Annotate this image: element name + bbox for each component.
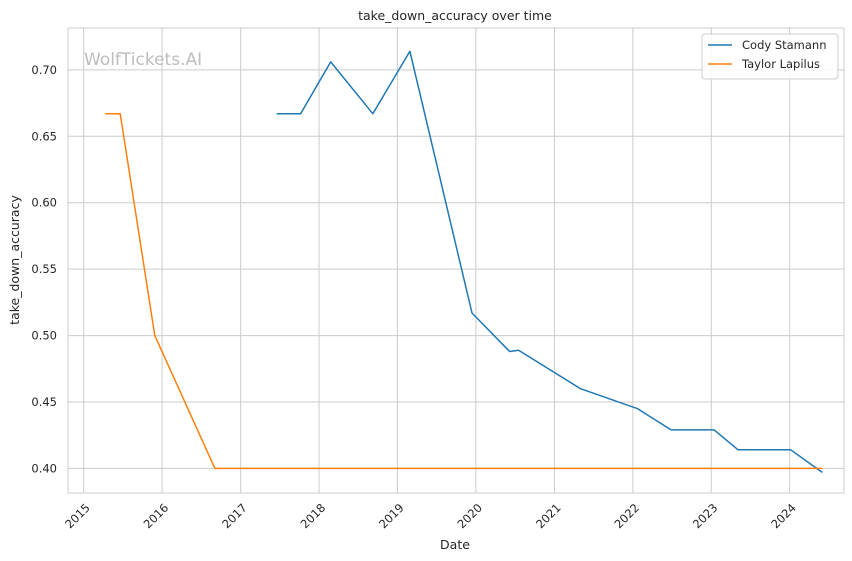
legend-label-taylor-lapilus: Taylor Lapilus [741, 57, 820, 71]
series-line-cody-stamann [276, 50, 823, 474]
y-tick-label: 0.55 [31, 262, 57, 276]
watermark-text: WolfTickets.AI [84, 50, 202, 70]
chart-title: take_down_accuracy over time [358, 8, 552, 23]
legend-label-cody-stamann: Cody Stamann [742, 38, 827, 52]
y-tick-label: 0.60 [31, 196, 57, 210]
y-axis-title: take_down_accuracy [7, 195, 22, 325]
y-tick-label: 0.40 [31, 461, 57, 475]
y-tick-label: 0.45 [31, 395, 57, 409]
y-tick-label: 0.65 [31, 129, 57, 143]
y-tick-label: 0.70 [31, 63, 57, 77]
plot-frame [67, 27, 845, 494]
series-layer [105, 50, 823, 474]
y-tick-labels: 0.40 0.45 0.50 0.55 0.60 0.65 0.70 [31, 63, 57, 476]
legend-box [701, 33, 839, 80]
y-tick-label: 0.50 [31, 329, 57, 343]
x-axis-title: Date [440, 537, 470, 552]
grid [68, 28, 844, 493]
series-line-taylor-lapilus [105, 112, 823, 470]
legend: Cody Stamann Taylor Lapilus [701, 33, 839, 80]
